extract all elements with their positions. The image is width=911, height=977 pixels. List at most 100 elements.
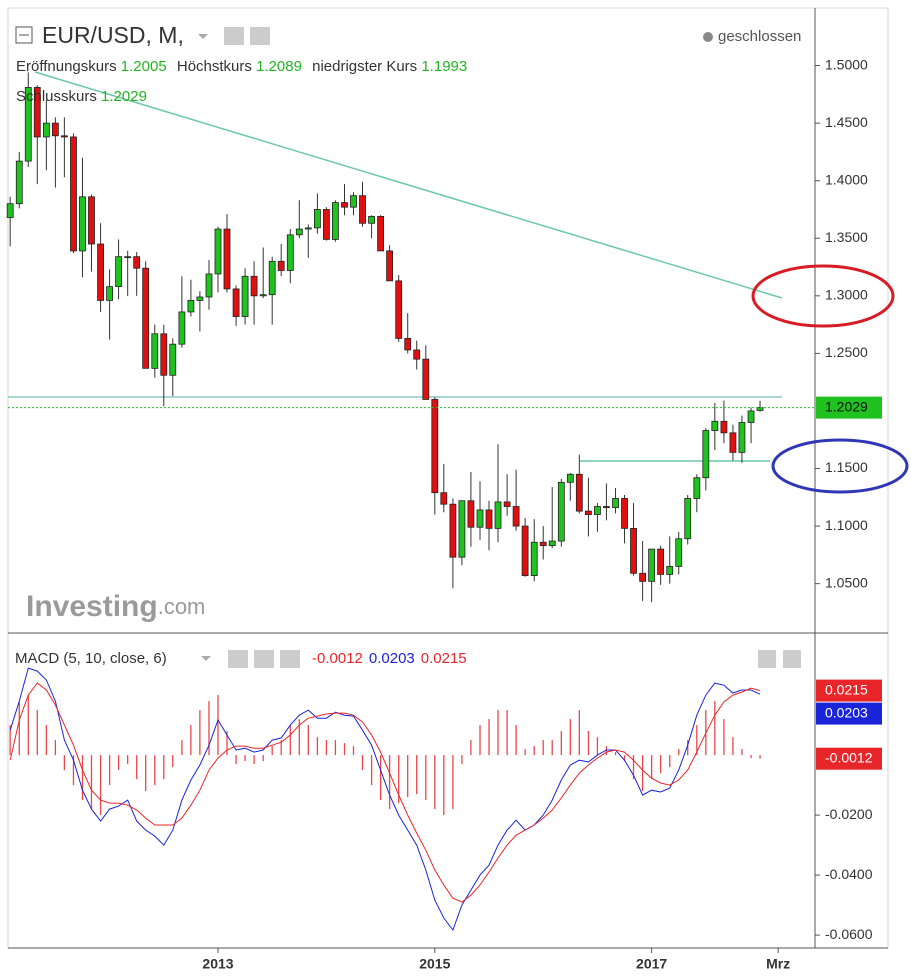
candle-body — [467, 500, 475, 528]
dropdown-icon[interactable] — [198, 34, 208, 39]
candle-body — [485, 509, 493, 529]
candle-body — [106, 286, 113, 301]
x-tick-label: 2015 — [419, 956, 450, 972]
candle-body — [124, 256, 132, 259]
y-tick-label: 1.4500 — [825, 114, 868, 130]
candle-body — [133, 256, 141, 269]
close-icon[interactable] — [280, 650, 300, 668]
candle-body — [214, 228, 222, 275]
value-tag-label: 0.0203 — [825, 704, 868, 720]
maximize-icon[interactable] — [783, 650, 801, 668]
candle-body — [223, 228, 231, 290]
open-label: Eröffnungskurs — [16, 58, 117, 75]
candle-body — [259, 294, 267, 297]
close-line: Schlusskurs 1.2029 — [16, 88, 153, 105]
y-tick-label: 1.3500 — [825, 229, 868, 245]
candle-body — [169, 343, 177, 376]
indicator-values: -0.0012 0.0203 0.0215 — [312, 650, 467, 667]
candle-body — [142, 267, 150, 369]
candle-body — [585, 510, 592, 515]
candle-body — [15, 160, 23, 205]
candle-body — [386, 250, 394, 282]
candle-body — [422, 358, 430, 400]
y-tick-label: -0.0400 — [825, 866, 873, 882]
settings-icon[interactable] — [250, 27, 270, 45]
candle-body — [648, 548, 656, 582]
candle-body — [395, 280, 403, 339]
candle-body — [639, 572, 647, 582]
candle-body — [413, 349, 421, 360]
candle-body — [702, 430, 710, 479]
watermark-text: Investing.com — [26, 590, 205, 623]
candle-body — [747, 410, 755, 423]
candle-body — [241, 275, 249, 317]
candle-body — [178, 311, 186, 345]
candle-body — [720, 420, 728, 434]
indicator-value: -0.0012 — [312, 650, 363, 667]
status-dot — [703, 32, 713, 42]
candle-body — [314, 209, 321, 229]
candle-body — [449, 503, 457, 558]
open-value: 1.2005 — [120, 58, 167, 75]
candle-body — [268, 260, 276, 296]
eye-icon[interactable] — [228, 650, 248, 668]
close-value: 1.2029 — [101, 88, 147, 105]
high-value: 1.2089 — [256, 58, 302, 75]
candle-body — [115, 256, 122, 288]
dropdown-icon[interactable] — [201, 656, 211, 661]
last-price-label: 1.2029 — [825, 398, 868, 414]
candle-body — [711, 420, 719, 431]
candle-body — [368, 215, 376, 224]
candle-body — [151, 333, 159, 369]
candle-body — [431, 399, 439, 494]
value-tag — [816, 679, 882, 702]
candle-body — [322, 209, 330, 240]
eye-icon[interactable] — [224, 27, 244, 45]
value-tag — [816, 747, 882, 770]
candle-body — [33, 87, 41, 138]
candle-body — [684, 498, 692, 540]
candle-body — [621, 498, 628, 529]
value-tag — [816, 702, 882, 725]
candle-body — [594, 506, 601, 515]
candle-body — [187, 300, 195, 313]
candle-body — [205, 273, 213, 298]
candle-body — [232, 288, 240, 317]
y-tick-label: 1.1500 — [825, 459, 868, 475]
y-tick-label: 1.1000 — [825, 517, 868, 533]
candle-body — [286, 234, 294, 271]
x-tick-label: 2013 — [202, 956, 233, 972]
low-label: niedrigster Kurs — [312, 58, 418, 75]
move-up-icon[interactable] — [758, 650, 776, 668]
candle-body — [6, 203, 14, 218]
candle-body — [295, 228, 303, 236]
value-tag-label: 0.0215 — [825, 681, 868, 697]
y-tick-label: -0.0600 — [825, 926, 873, 942]
ohlc-line: Eröffnungskurs 1.2005 Höchstkurs 1.2089 … — [16, 58, 473, 75]
candle-body — [738, 422, 746, 453]
low-value: 1.1993 — [421, 58, 468, 75]
settings-icon[interactable] — [254, 650, 274, 668]
candle-body — [503, 501, 511, 507]
highlight-ellipse — [771, 438, 909, 494]
candle-body — [666, 565, 674, 575]
y-tick-label: 1.4000 — [825, 171, 868, 187]
candle-body — [331, 202, 339, 240]
candle-body — [603, 506, 610, 509]
candle-body — [60, 135, 68, 138]
frame — [7, 7, 889, 949]
candle-body — [440, 492, 448, 505]
indicator-value: 0.0215 — [421, 650, 467, 667]
candle-body — [404, 338, 412, 351]
highlight-ellipse — [751, 264, 895, 328]
candle-body — [521, 525, 529, 576]
trend-line — [34, 71, 783, 299]
x-tick-label: Mrz — [766, 956, 790, 972]
candle-body — [51, 122, 59, 137]
candle-body — [476, 509, 484, 528]
status: geschlossen — [718, 28, 801, 45]
candle-body — [359, 195, 366, 224]
candle-body — [24, 87, 32, 162]
